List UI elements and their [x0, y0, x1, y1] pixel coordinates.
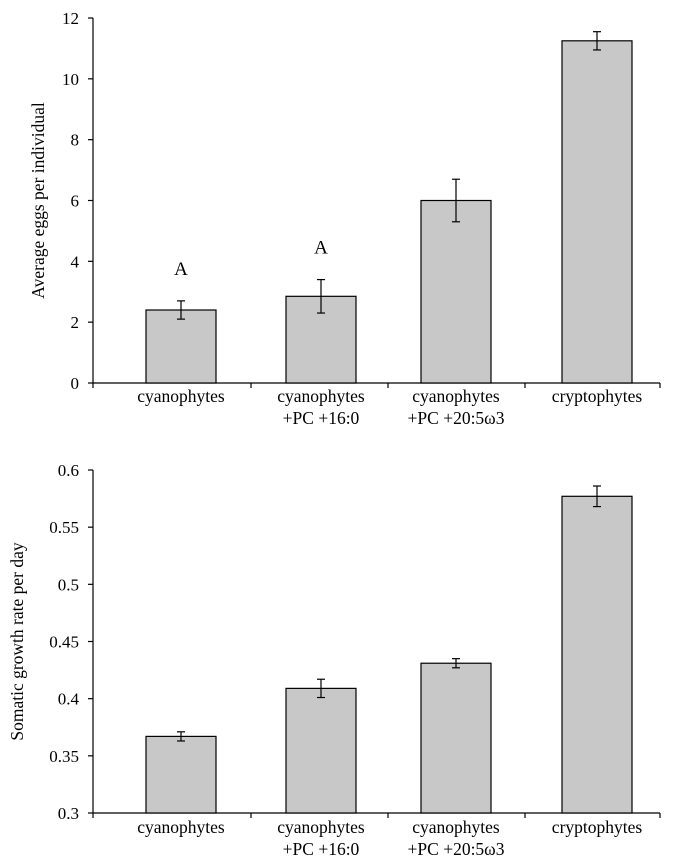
x-category-label-line: +PC +16:0	[283, 839, 360, 859]
bar	[145, 309, 217, 384]
bar	[561, 40, 633, 384]
bar	[561, 495, 633, 814]
x-category-label: cryptophytes	[552, 386, 643, 406]
eggs-chart: 0 2 4 6 8 10 12 Average eggs per individual Acya…	[28, 9, 661, 428]
y-tick-label: 0.6	[58, 461, 79, 480]
x-category-label-line: cryptophytes	[552, 386, 643, 406]
x-category-label-line: cyanophytes	[137, 817, 225, 837]
bar-annotation: A	[174, 259, 188, 280]
bar	[285, 687, 357, 814]
bar	[145, 735, 217, 814]
x-category-label: cyanophytes +PC +16:0	[277, 386, 365, 428]
x-category-label: cyanophytes	[137, 817, 225, 837]
y-tick-label: 0.4	[58, 690, 80, 709]
y-tick-label: 8	[71, 131, 80, 150]
y-axis-label: Somatic growth rate per day	[7, 542, 27, 741]
x-category-label-line: cyanophytes	[137, 386, 225, 406]
x-category-label-line: +PC +16:0	[283, 408, 360, 428]
x-category-label-line: +PC +20:5ω3	[408, 839, 505, 859]
x-category-label: cryptophytes	[552, 817, 643, 837]
x-category-label-line: cryptophytes	[552, 817, 643, 837]
y-tick-label: 0	[71, 374, 80, 393]
x-category-label: cyanophytes +PC +20:5ω3	[408, 386, 505, 428]
y-tick-label: 0.35	[49, 747, 79, 766]
x-category-label: cyanophytes +PC +16:0	[277, 817, 365, 859]
y-tick-label: 0.5	[58, 575, 79, 594]
x-category-label-line: cyanophytes	[277, 817, 365, 837]
x-category-label: cyanophytes +PC +20:5ω3	[408, 817, 505, 859]
bar	[420, 199, 492, 384]
y-tick-label: 2	[71, 313, 80, 332]
y-tick-label: 0.45	[49, 633, 79, 652]
y-tick-label: 12	[62, 9, 79, 28]
bar-annotation: A	[314, 238, 328, 259]
y-tick-label: 6	[71, 192, 80, 211]
x-category-label-line: cyanophytes	[277, 386, 365, 406]
growth-chart: 0.3 0.35 0.4 0.45 0.5 0.55 0.6 Somatic growth r…	[7, 461, 661, 859]
y-axis-label: Average eggs per individual	[28, 102, 48, 299]
x-category-label-line: cyanophytes	[412, 817, 500, 837]
y-tick-label: 10	[62, 70, 79, 89]
x-category-label: cyanophytes	[137, 386, 225, 406]
y-tick-label: 4	[71, 252, 80, 271]
x-category-label-line: cyanophytes	[412, 386, 500, 406]
bar	[420, 662, 492, 814]
x-category-label-line: +PC +20:5ω3	[408, 408, 505, 428]
y-tick-label: 0.55	[49, 518, 79, 537]
y-tick-label: 0.3	[58, 804, 79, 823]
